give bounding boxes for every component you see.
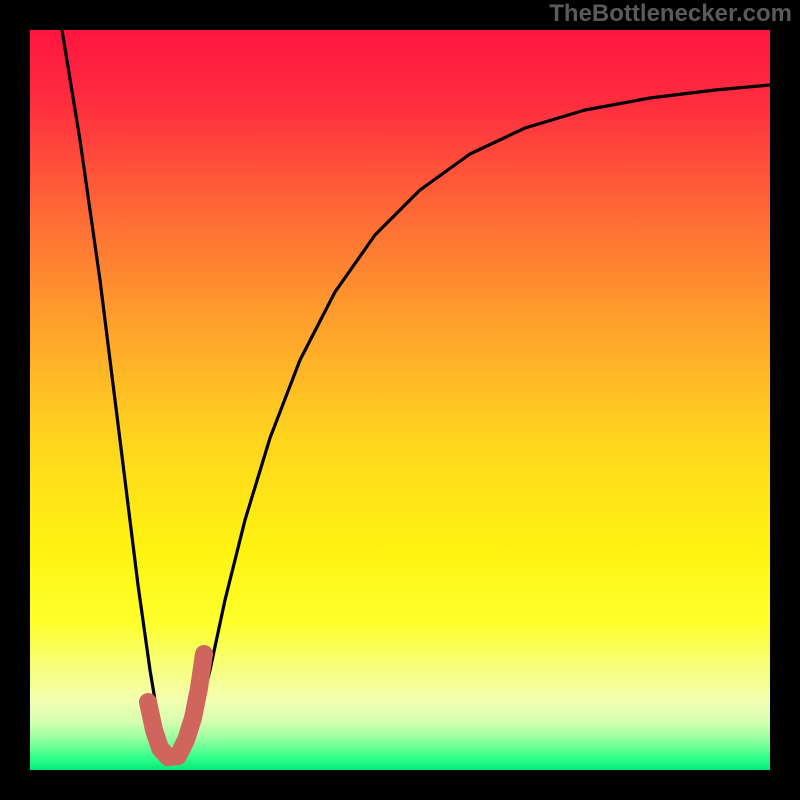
bottleneck-curve [62,30,770,760]
curve-layer [30,30,770,770]
chart-root: TheBottlenecker.com [0,0,800,800]
highlight-marker [148,654,204,757]
plot-area [30,30,770,770]
watermark-text: TheBottlenecker.com [549,0,792,28]
